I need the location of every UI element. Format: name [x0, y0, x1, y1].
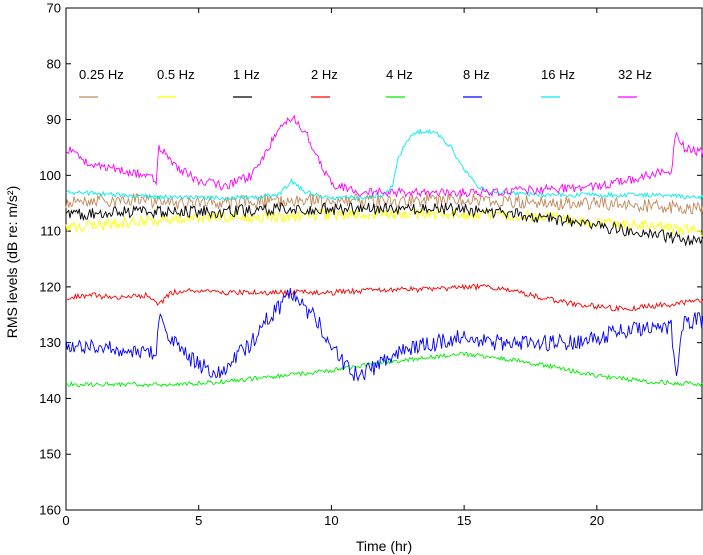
- y-tick-label: 130: [39, 335, 61, 350]
- legend-label-0-5-hz: 0.5 Hz: [157, 67, 195, 82]
- y-tick-label: 160: [39, 503, 61, 518]
- y-tick-label: 90: [47, 112, 61, 127]
- series-line-2-hz: [65, 282, 703, 313]
- legend: 0.25 Hz 0.5 Hz 1 Hz 2 Hz 4 Hz 8 Hz 16 Hz 32 Hz: [79, 67, 652, 98]
- x-axis-label: Time (hr): [356, 538, 412, 554]
- legend-label-8-hz: 8 Hz: [463, 67, 490, 82]
- y-tick-label: 120: [39, 279, 61, 294]
- legend-label-2-hz: 2 Hz: [311, 67, 338, 82]
- plot-frame: [65, 7, 703, 511]
- legend-label-0-25-hz: 0.25 Hz: [79, 67, 124, 82]
- y-tick-label: 110: [40, 224, 61, 239]
- y-tick-label: 140: [39, 391, 61, 406]
- series-line-1-hz: [65, 201, 703, 247]
- x-tick-label: 10: [324, 513, 338, 528]
- y-tick-label: 70: [47, 1, 61, 16]
- y-tick-label: 100: [39, 168, 61, 183]
- x-tick-label: 20: [590, 513, 604, 528]
- y-axis-label: RMS levels (dB re: m/s²): [4, 186, 20, 338]
- series-line-4-hz: [65, 351, 703, 388]
- y-tick-label: 80: [47, 56, 61, 71]
- legend-label-16-hz: 16 Hz: [541, 67, 575, 82]
- x-tick-label: 0: [62, 513, 69, 528]
- legend-label-32-hz: 32 Hz: [618, 67, 652, 82]
- y-tick-label: 150: [39, 447, 61, 462]
- series-line-8-hz: [65, 287, 703, 383]
- axes: 0 5 10 15 20 70 80 90 100 110 120 130 140 150 160: [39, 1, 703, 528]
- series-line-32-hz: [65, 114, 703, 199]
- legend-label-4-hz: 4 Hz: [386, 67, 413, 82]
- series-line-0-5-hz: [65, 207, 703, 237]
- legend-label-1-hz: 1 Hz: [233, 67, 260, 82]
- series-line-16-hz: [65, 128, 703, 201]
- x-tick-label: 5: [195, 513, 202, 528]
- x-tick-label: 15: [457, 513, 471, 528]
- series-lines: [65, 114, 703, 388]
